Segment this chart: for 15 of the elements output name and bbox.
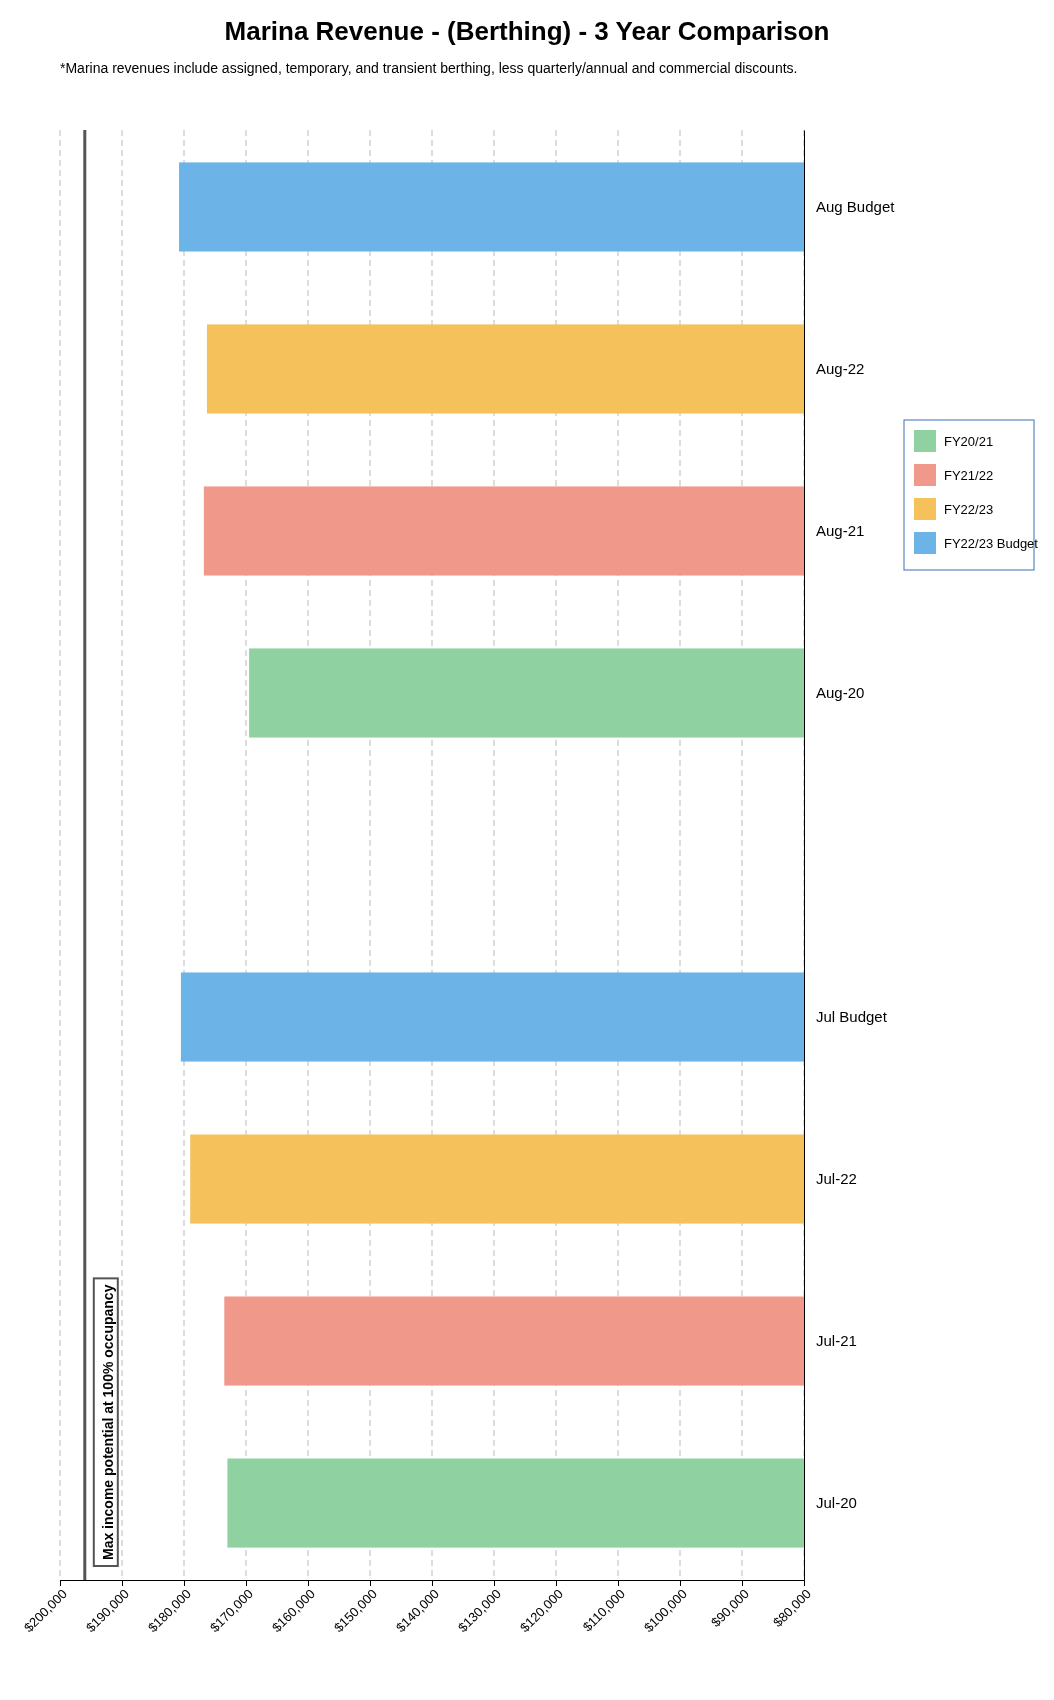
- y-tick-label: Jul-22: [816, 1169, 857, 1187]
- y-tick-label: Aug-21: [816, 521, 865, 539]
- text: *Marina revenues include assigned, temporary, and transient berthing, less quarterly/annual and commercial discounts.: [60, 60, 799, 76]
- legend-label: FY22/23 Budget: [944, 536, 1039, 551]
- y-tick-label: Jul-21: [816, 1331, 857, 1349]
- y-tick-label: Aug-20: [816, 683, 865, 701]
- y-tick-label: Aug Budget: [816, 197, 896, 215]
- chart-title: Marina Revenue - (Berthing) - 3 Year Comparison: [224, 16, 830, 46]
- y-tick-label: Jul Budget: [816, 1007, 888, 1025]
- y-tick-label: Aug-22: [816, 359, 865, 377]
- legend-label: FY21/22: [944, 468, 994, 483]
- y-tick-label: Jul-20: [816, 1493, 857, 1511]
- legend-label: FY20/21: [944, 434, 994, 449]
- legend-label: FY22/23: [944, 502, 994, 517]
- ref-line-label: Max income potential at 100% occupancy: [99, 1284, 116, 1560]
